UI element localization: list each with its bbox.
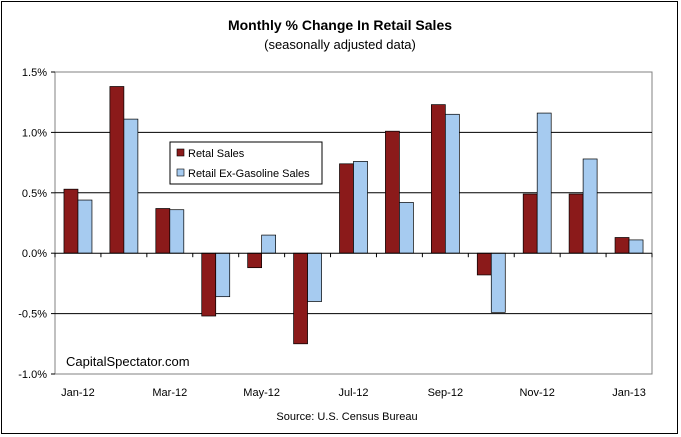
x-tick-label: Jan-12 [61, 387, 95, 399]
bar-retail-sales [247, 252, 263, 269]
legend-swatch-retail-ex-gasoline [176, 168, 185, 177]
x-tick-label: Mar-12 [152, 387, 187, 399]
x-tick-label: May-12 [243, 387, 280, 399]
bar-retail-ex-gasoline [628, 239, 644, 254]
y-tick-label: -0.5% [18, 309, 47, 321]
bar-retail-ex-gasoline [307, 252, 322, 302]
bar-retail-ex-gasoline [123, 118, 139, 254]
legend-label-retail-ex-gasoline: Retail Ex-Gasoline Sales [188, 168, 310, 180]
bar-retail-ex-gasoline [215, 252, 231, 298]
legend-label-retail-sales: Retal Sales [188, 148, 245, 160]
y-tick-label: -1.0% [18, 369, 47, 381]
bar-retail-ex-gasoline [490, 252, 506, 313]
bar-retail-ex-gasoline [169, 209, 185, 254]
bar-retail-sales [155, 208, 171, 254]
bar-retail-sales [109, 86, 125, 254]
bar-retail-ex-gasoline [536, 112, 552, 254]
bar-retail-sales [476, 252, 492, 276]
bar-retail-sales [522, 193, 538, 254]
bar-retail-ex-gasoline [582, 158, 598, 254]
bar-retail-sales [339, 163, 354, 254]
y-tick-label: 0.5% [22, 188, 47, 200]
bar-retail-ex-gasoline [399, 202, 414, 254]
chart-subtitle: (seasonally adjusted data) [264, 37, 416, 52]
bar-retail-ex-gasoline [353, 161, 368, 254]
x-tick-label: Nov-12 [519, 387, 554, 399]
y-tick-label: 1.0% [22, 127, 47, 139]
bar-retail-sales [568, 193, 584, 254]
bar-retail-sales [293, 252, 308, 345]
x-tick-label: Sep-12 [428, 387, 463, 399]
bar-retail-ex-gasoline [261, 234, 277, 254]
watermark: CapitalSpectator.com [66, 354, 190, 369]
plot-area: 1.5% 1.0% 0.5% 0.0% -0.5% -1.0% Jan-12 Mar-12 Ma… [18, 67, 653, 399]
bar-retail-sales [614, 237, 630, 254]
bar-retail-sales [201, 252, 217, 317]
x-tick-label: Jul-12 [339, 387, 369, 399]
bar-retail-sales [385, 130, 400, 254]
source-note: Source: U.S. Census Bureau [276, 411, 417, 423]
bar-retail-sales [63, 188, 79, 254]
legend: Retal Sales Retail Ex-Gasoline Sales [169, 141, 323, 185]
legend-box [169, 141, 323, 185]
bar-retail-ex-gasoline [444, 113, 460, 254]
y-tick-label: 0.0% [22, 248, 47, 260]
legend-swatch-retail-sales [176, 148, 185, 157]
bar-retail-ex-gasoline [77, 199, 93, 254]
chart-title: Monthly % Change In Retail Sales [228, 17, 452, 33]
bar-retail-sales [430, 104, 446, 254]
x-tick-label: Jan-13 [612, 387, 646, 399]
y-tick-label: 1.5% [22, 67, 47, 79]
